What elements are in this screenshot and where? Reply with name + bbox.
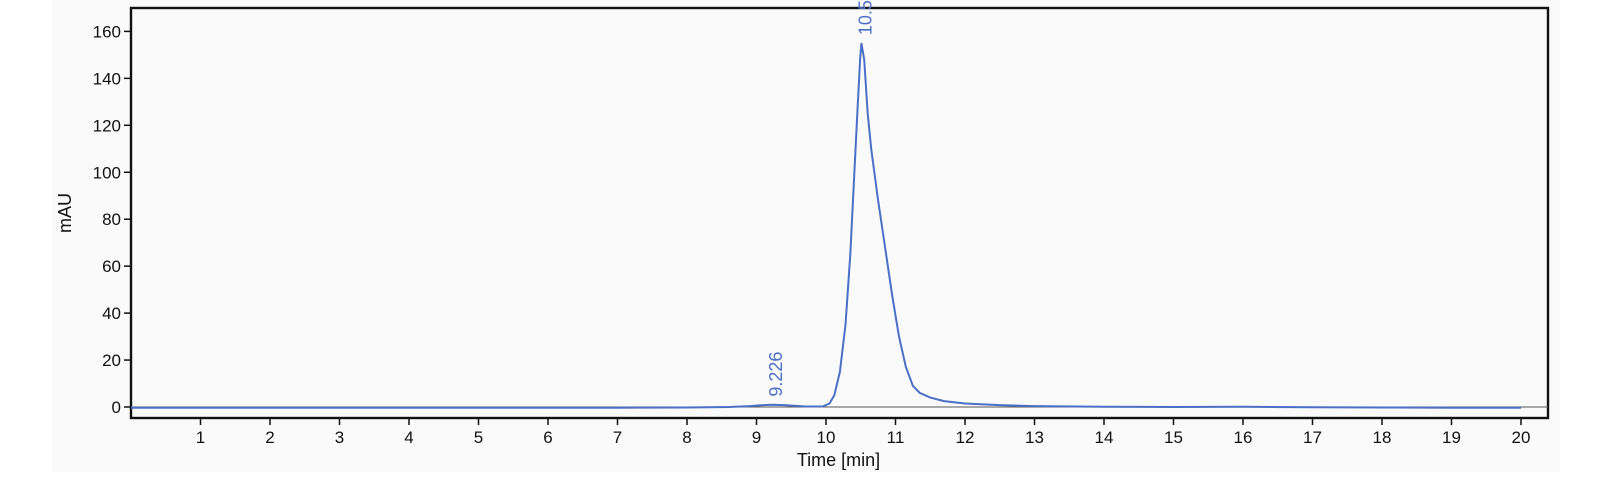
y-axis-ticks: 0 20 40 60 80 100 120 140 160 xyxy=(93,22,131,417)
x-tick-label: 9 xyxy=(752,428,761,447)
y-tick-label: 120 xyxy=(93,116,121,135)
y-tick-label: 100 xyxy=(93,163,121,182)
x-axis-ticks: 1 2 3 4 5 6 7 8 9 10 11 12 13 14 15 16 17 18 19 20 xyxy=(196,418,1531,447)
y-tick-label: 40 xyxy=(102,304,121,323)
x-tick-label: 4 xyxy=(404,428,413,447)
x-tick-label: 2 xyxy=(265,428,274,447)
x-tick-label: 19 xyxy=(1442,428,1461,447)
y-tick-label: 20 xyxy=(102,351,121,370)
x-tick-label: 16 xyxy=(1234,428,1253,447)
x-tick-label: 10 xyxy=(817,428,836,447)
series-trace xyxy=(131,42,1521,409)
x-tick-label: 12 xyxy=(956,428,975,447)
chart-background xyxy=(52,0,1560,472)
x-tick-label: 1 xyxy=(196,428,205,447)
y-tick-label: 160 xyxy=(93,22,121,41)
x-tick-label: 15 xyxy=(1164,428,1183,447)
y-tick-label: 0 xyxy=(112,398,121,417)
x-tick-label: 11 xyxy=(887,428,905,447)
x-tick-label: 5 xyxy=(474,428,483,447)
peak-label: 10.509 xyxy=(855,0,875,35)
x-tick-label: 18 xyxy=(1373,428,1392,447)
x-axis-title: Time [min] xyxy=(797,450,880,470)
x-tick-label: 7 xyxy=(613,428,622,447)
peak-annotations: 9.226 10.509 xyxy=(766,0,875,397)
plot-frame xyxy=(129,6,1550,420)
y-tick-label: 60 xyxy=(102,257,121,276)
x-tick-label: 20 xyxy=(1512,428,1531,447)
x-tick-label: 13 xyxy=(1025,428,1044,447)
x-tick-label: 6 xyxy=(543,428,552,447)
y-tick-label: 80 xyxy=(102,210,121,229)
peak-label: 9.226 xyxy=(766,352,786,397)
y-axis-title: mAU xyxy=(55,193,75,233)
x-tick-label: 3 xyxy=(335,428,344,447)
x-tick-label: 17 xyxy=(1303,428,1322,447)
y-tick-label: 140 xyxy=(93,69,121,88)
x-tick-label: 14 xyxy=(1095,428,1114,447)
x-tick-label: 8 xyxy=(682,428,691,447)
